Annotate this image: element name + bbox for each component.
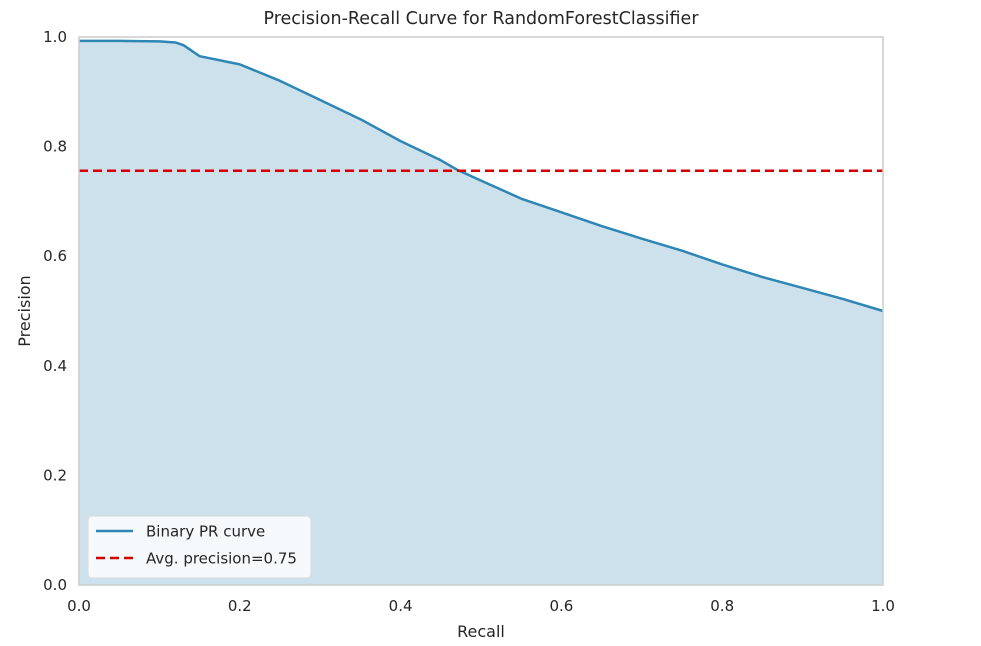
x-tick-label: 1.0 — [871, 597, 895, 615]
y-tick-label: 0.4 — [43, 357, 67, 375]
y-tick-label: 0.8 — [43, 138, 67, 156]
pr-curve-fill-area — [79, 40, 883, 585]
y-axis-ticks: 0.0 0.2 0.4 0.6 0.8 1.0 — [43, 28, 67, 594]
legend: Binary PR curve Avg. precision=0.75 — [87, 515, 312, 579]
chart-title: Precision-Recall Curve for RandomForestC… — [263, 9, 699, 29]
plot-area — [78, 36, 884, 586]
x-axis-title: Recall — [457, 622, 505, 641]
pr-curve-line — [79, 39, 884, 313]
x-tick-label: 0.0 — [67, 597, 91, 615]
y-tick-label: 0.0 — [43, 576, 67, 594]
y-tick-label: 0.6 — [43, 247, 67, 265]
legend-label-avg-precision: Avg. precision=0.75 — [146, 550, 297, 568]
legend-box — [87, 515, 312, 579]
x-tick-label: 0.8 — [710, 597, 734, 615]
legend-label-pr-curve: Binary PR curve — [146, 523, 265, 541]
plot-frame — [78, 36, 884, 586]
x-axis-ticks: 0.0 0.2 0.4 0.6 0.8 1.0 — [67, 597, 895, 615]
y-tick-label: 1.0 — [43, 28, 67, 46]
y-axis-title: Precision — [15, 275, 34, 346]
x-tick-label: 0.4 — [389, 597, 413, 615]
y-tick-label: 0.2 — [43, 466, 67, 484]
x-tick-label: 0.6 — [549, 597, 573, 615]
x-tick-label: 0.2 — [228, 597, 252, 615]
